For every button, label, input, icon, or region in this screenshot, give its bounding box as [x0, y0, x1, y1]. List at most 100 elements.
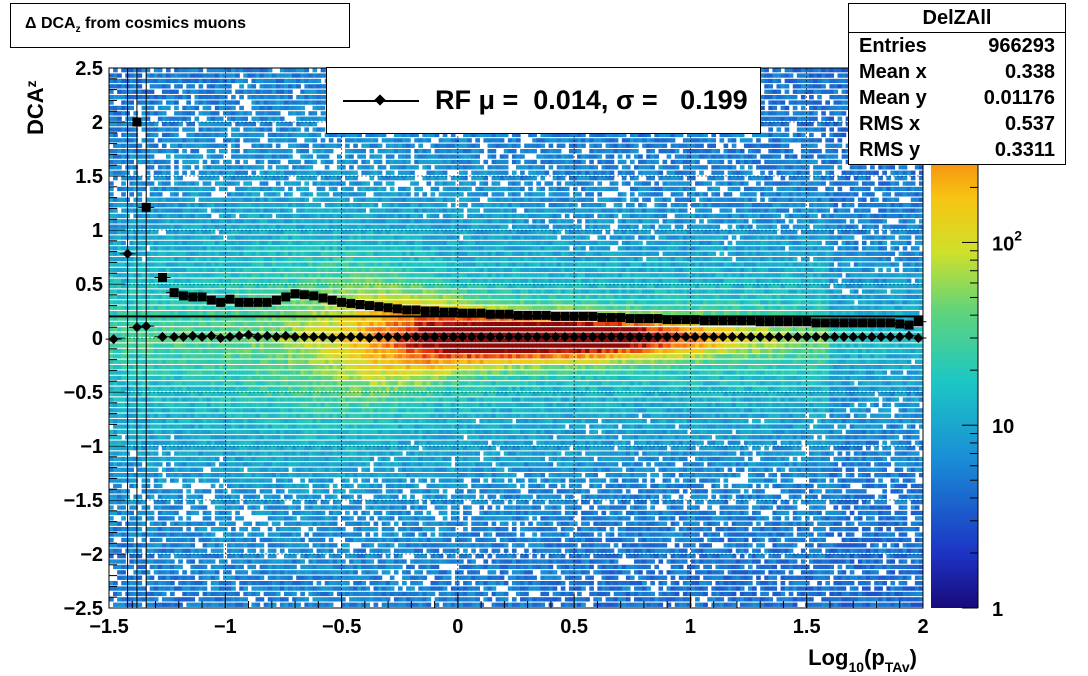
- sigma-point: [458, 308, 468, 318]
- mean-point: [420, 331, 431, 342]
- mean-point: [624, 331, 635, 342]
- sigma-point: [913, 317, 923, 327]
- title-box: Δ DCAz from cosmics muons: [10, 3, 350, 48]
- sigma-point: [746, 316, 756, 326]
- mean-point: [680, 331, 691, 342]
- y-axis: −2.5 −2 −1.5 −1 −0.5 0 0.5 1 1.5 2 2.5: [64, 58, 125, 620]
- sigma-point: [681, 315, 691, 325]
- sigma-point: [830, 318, 840, 328]
- sigma-point: [485, 309, 495, 319]
- x-tick-label: −0.5: [322, 616, 361, 638]
- mean-point: [373, 331, 384, 342]
- chart-title: Δ DCAz from cosmics muons: [25, 15, 246, 36]
- mean-point: [187, 330, 198, 341]
- sigma-point: [476, 308, 486, 318]
- y-tick-label: −1: [80, 436, 103, 458]
- sigma-point: [188, 292, 198, 302]
- sigma-point: [755, 317, 765, 327]
- mean-point: [438, 331, 449, 342]
- mean-point: [727, 331, 738, 342]
- mean-point: [606, 331, 617, 342]
- x-tick-label: −1.5: [89, 616, 128, 638]
- mean-point: [811, 331, 822, 342]
- mean-point: [634, 331, 645, 342]
- mean-point: [829, 331, 840, 342]
- mean-point: [485, 331, 496, 342]
- mean-point: [652, 331, 663, 342]
- sigma-point: [765, 317, 775, 327]
- sigma-point: [625, 314, 635, 324]
- sigma-point: [467, 308, 477, 318]
- sigma-point: [858, 318, 868, 328]
- y-tick-label: 1: [92, 220, 103, 242]
- z-tick-label: 102: [992, 227, 1022, 255]
- mean-point: [476, 331, 487, 342]
- mean-point: [857, 331, 868, 342]
- stats-row: Mean y 0.01176: [859, 87, 1055, 109]
- mean-point: [401, 331, 412, 342]
- sigma-point: [523, 310, 533, 320]
- sigma-point: [430, 306, 440, 316]
- sigma-point: [383, 303, 393, 313]
- sigma-point: [569, 311, 579, 321]
- mean-point: [699, 331, 710, 342]
- stats-row: Entries 966293: [859, 35, 1055, 57]
- mean-point: [197, 331, 208, 342]
- sigma-point: [876, 318, 886, 328]
- sigma-point: [402, 305, 412, 315]
- x-tick-label: −1: [214, 616, 237, 638]
- mean-point: [108, 334, 119, 345]
- y-tick-label: −1.5: [64, 490, 103, 512]
- x-axis: −1.5 −1 −0.5 0 0.5 1 1.5 2: [89, 594, 929, 638]
- mean-point: [157, 331, 168, 342]
- mean-point: [662, 331, 673, 342]
- x-tick-label: 1.5: [793, 616, 821, 638]
- sigma-point: [448, 307, 458, 317]
- sigma-point: [792, 317, 802, 327]
- mean-point: [234, 330, 245, 341]
- mean-point: [755, 331, 766, 342]
- z-tick-label: 10: [992, 416, 1014, 438]
- mean-point: [364, 333, 375, 343]
- mean-point: [513, 331, 524, 342]
- sigma-point: [634, 314, 644, 324]
- y-tick-label: 0.5: [75, 274, 103, 296]
- mean-point: [559, 331, 570, 342]
- sigma-point: [309, 291, 319, 301]
- sigma-point: [802, 317, 812, 327]
- sigma-point: [588, 311, 598, 321]
- mean-point: [299, 331, 310, 342]
- mean-point: [531, 331, 542, 342]
- mean-point: [383, 331, 394, 342]
- mean-point: [541, 331, 552, 342]
- sigma-point: [495, 309, 505, 319]
- sigma-point: [885, 318, 895, 328]
- mean-point: [271, 331, 282, 342]
- mean-point: [848, 331, 859, 342]
- mean-point: [876, 331, 887, 342]
- mean-point: [801, 331, 812, 342]
- mean-point: [587, 331, 598, 342]
- sigma-point: [281, 292, 291, 302]
- sigma-point: [671, 315, 681, 325]
- sigma-point: [157, 273, 167, 283]
- sigma-point: [299, 290, 309, 300]
- sigma-point: [197, 292, 207, 302]
- stats-row: RMS y 0.3311: [859, 139, 1055, 161]
- sigma-point: [904, 320, 914, 330]
- sigma-point: [551, 311, 561, 321]
- mean-point: [392, 331, 403, 342]
- sigma-point: [364, 301, 374, 311]
- mean-point: [717, 331, 728, 342]
- x-tick-label: 0: [452, 616, 463, 638]
- sigma-point: [337, 297, 347, 307]
- sigma-point: [411, 305, 421, 315]
- mean-point: [280, 330, 291, 341]
- sigma-point: [783, 317, 793, 327]
- sigma-point: [392, 304, 402, 314]
- sigma-point: [578, 311, 588, 321]
- mean-point: [448, 331, 459, 342]
- mean-point: [457, 331, 468, 342]
- mean-point: [355, 331, 366, 342]
- x-axis-label: Log10(pTAv): [808, 645, 917, 675]
